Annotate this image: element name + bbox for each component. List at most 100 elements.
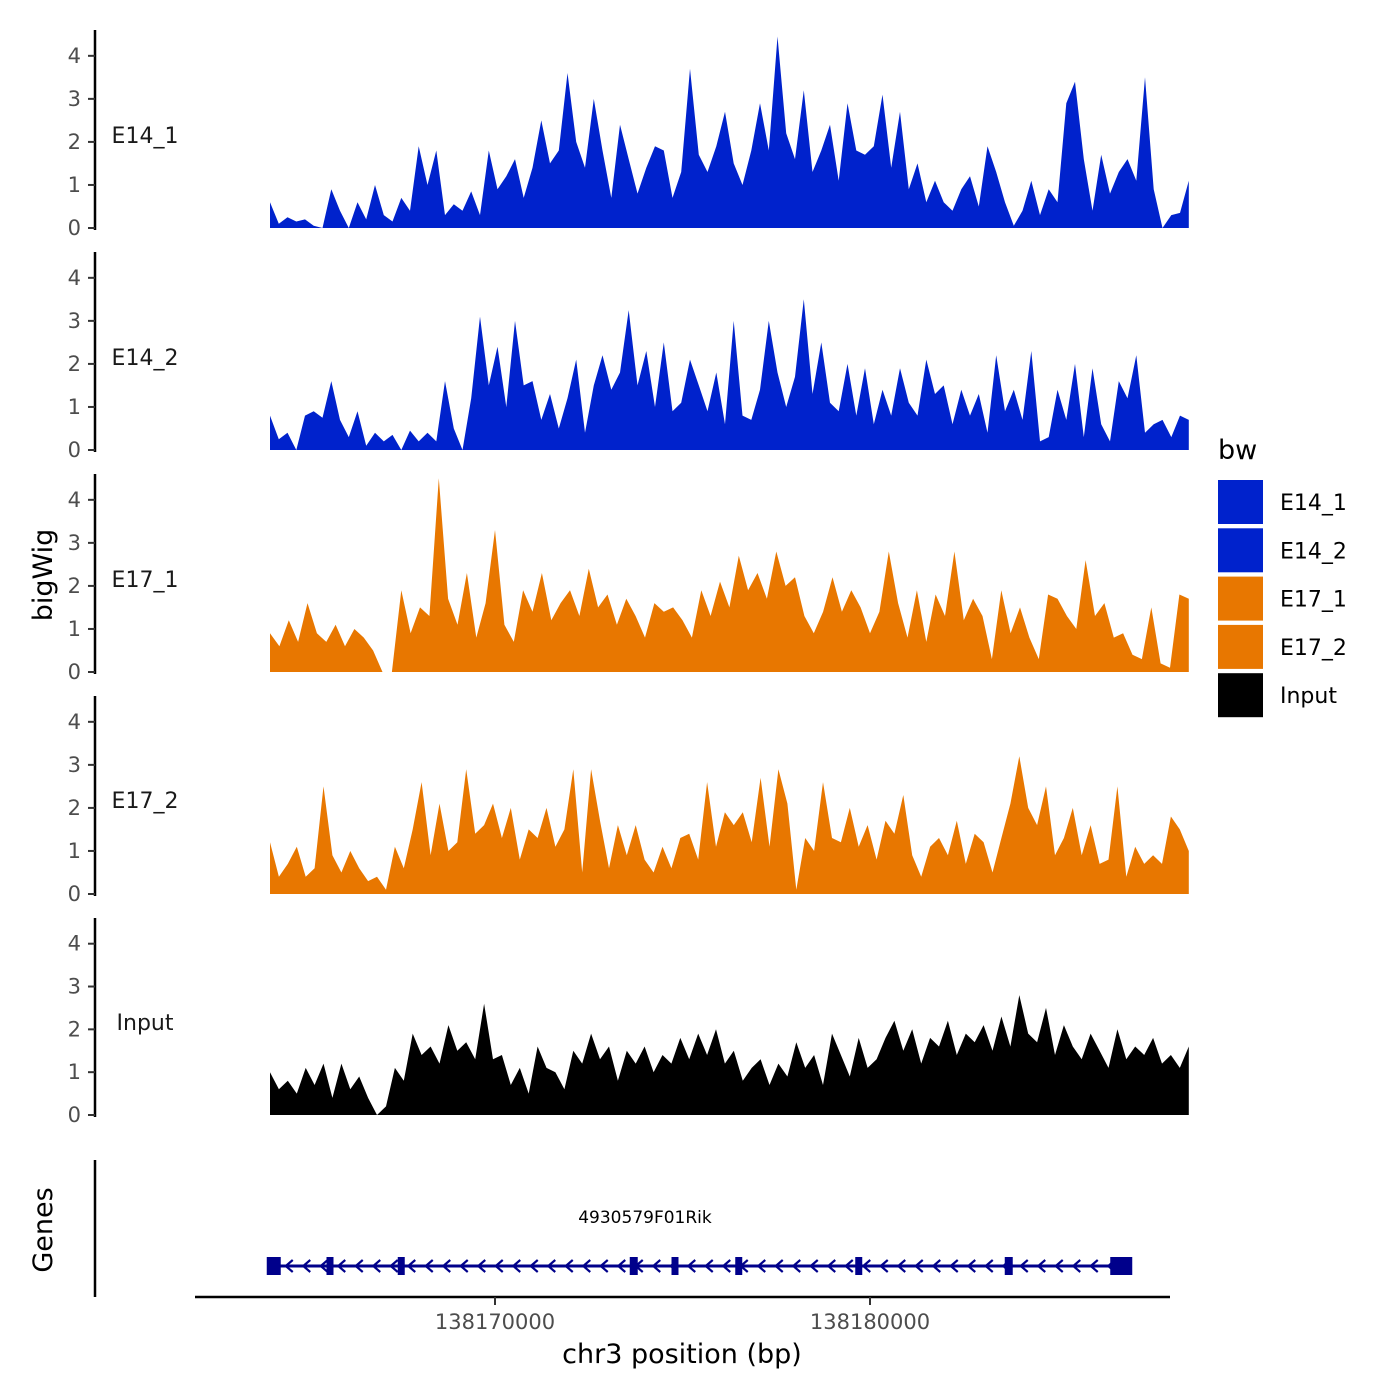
strand-arrow bbox=[529, 1259, 539, 1273]
strand-arrow bbox=[686, 1259, 696, 1273]
strand-arrow bbox=[1019, 1259, 1029, 1273]
strand-arrow bbox=[879, 1259, 889, 1273]
strand-arrow bbox=[1054, 1259, 1064, 1273]
y-tick-label-E17_2-3: 3 bbox=[68, 753, 81, 777]
strand-arrow bbox=[861, 1259, 871, 1273]
y-tick-label-Input-4: 4 bbox=[68, 932, 81, 956]
area-E14_2 bbox=[270, 299, 1189, 450]
y-tick-label-E14_1-4: 4 bbox=[68, 44, 81, 68]
exon bbox=[629, 1257, 638, 1275]
track-E14_1: 0 1 2 3 4 E14_1 bbox=[68, 30, 1189, 240]
y-tick-label-E14_1-1: 1 bbox=[68, 173, 81, 197]
y-tick-label-E14_1-2: 2 bbox=[68, 130, 81, 154]
y-tick-label-E14_2-3: 3 bbox=[68, 309, 81, 333]
exon bbox=[671, 1257, 679, 1275]
y-tick-label-Input-2: 2 bbox=[68, 1017, 81, 1041]
y-tick-label-E14_2-0: 0 bbox=[68, 438, 81, 462]
strand-arrow bbox=[284, 1259, 294, 1273]
area-E17_1 bbox=[270, 478, 1189, 672]
legend-title: bw bbox=[1218, 435, 1257, 466]
strand-arrow bbox=[459, 1259, 469, 1273]
strand-arrow bbox=[809, 1259, 819, 1273]
area-E14_1 bbox=[270, 36, 1189, 228]
track-label-E17_2: E17_2 bbox=[112, 789, 179, 814]
strand-arrow bbox=[1089, 1259, 1099, 1273]
strand-arrow bbox=[546, 1259, 556, 1273]
exon bbox=[397, 1257, 405, 1275]
strand-arrow bbox=[371, 1259, 381, 1273]
legend-label-E17_2: E17_2 bbox=[1280, 636, 1347, 661]
y-tick-label-E17_2-0: 0 bbox=[68, 882, 81, 906]
y-tick-label-E17_2-2: 2 bbox=[68, 796, 81, 820]
y-axis-title: bigWig bbox=[28, 529, 59, 622]
y-tick-label-E14_1-0: 0 bbox=[68, 216, 81, 240]
legend-swatch-E14_2 bbox=[1218, 528, 1263, 573]
strand-arrow bbox=[721, 1259, 731, 1273]
exon bbox=[1004, 1257, 1013, 1275]
exon bbox=[855, 1257, 863, 1275]
legend-swatch-Input bbox=[1218, 673, 1263, 718]
strand-arrow bbox=[844, 1259, 854, 1273]
strand-arrow bbox=[494, 1259, 504, 1273]
y-tick-label-Input-3: 3 bbox=[68, 975, 81, 999]
area-E17_2 bbox=[270, 756, 1189, 894]
y-tick-label-Input-1: 1 bbox=[68, 1060, 81, 1084]
strand-arrow bbox=[511, 1259, 521, 1273]
y-tick-label-E17_2-1: 1 bbox=[68, 839, 81, 863]
exon bbox=[1110, 1257, 1133, 1275]
x-axis-title: chr3 position (bp) bbox=[562, 1339, 802, 1370]
track-label-E17_1: E17_1 bbox=[112, 568, 179, 593]
strand-arrow bbox=[704, 1259, 714, 1273]
x-tick-label-138180000: 138180000 bbox=[810, 1310, 930, 1334]
strand-arrow bbox=[756, 1259, 766, 1273]
strand-arrow bbox=[914, 1259, 924, 1273]
track-E14_2: 0 1 2 3 4 E14_2 bbox=[68, 252, 1189, 462]
strand-arrow bbox=[984, 1259, 994, 1273]
legend-label-Input: Input bbox=[1280, 684, 1337, 709]
legend-swatch-E17_1 bbox=[1218, 576, 1263, 621]
exon bbox=[266, 1257, 281, 1275]
legend-label-E14_2: E14_2 bbox=[1280, 539, 1347, 564]
strand-arrow bbox=[949, 1259, 959, 1273]
gene-name-label: 4930579F01Rik bbox=[578, 1208, 712, 1228]
strand-arrow bbox=[564, 1259, 574, 1273]
x-tick-label-138170000: 138170000 bbox=[435, 1310, 555, 1334]
track-label-E14_1: E14_1 bbox=[112, 124, 179, 149]
exon bbox=[326, 1257, 334, 1275]
strand-arrow bbox=[896, 1259, 906, 1273]
strand-arrow bbox=[424, 1259, 434, 1273]
legend-swatch-E14_1 bbox=[1218, 480, 1263, 524]
y-tick-label-E14_2-2: 2 bbox=[68, 352, 81, 376]
strand-arrow bbox=[791, 1259, 801, 1273]
genes-track-title: Genes bbox=[28, 1187, 59, 1272]
strand-arrow bbox=[581, 1259, 591, 1273]
y-tick-label-E14_2-1: 1 bbox=[68, 395, 81, 419]
strand-arrow bbox=[966, 1259, 976, 1273]
strand-arrow bbox=[931, 1259, 941, 1273]
area-Input bbox=[270, 995, 1189, 1115]
strand-arrow bbox=[616, 1259, 626, 1273]
y-tick-label-E17_1-4: 4 bbox=[68, 488, 81, 512]
strand-arrow bbox=[406, 1259, 416, 1273]
strand-arrow bbox=[389, 1259, 399, 1273]
track-label-Input: Input bbox=[117, 1011, 174, 1036]
track-label-E14_2: E14_2 bbox=[112, 346, 179, 371]
strand-arrow bbox=[319, 1259, 329, 1273]
strand-arrow bbox=[441, 1259, 451, 1273]
strand-arrow bbox=[599, 1259, 609, 1273]
track-Input: 0 1 2 3 4 Input bbox=[68, 918, 1189, 1127]
strand-arrow bbox=[354, 1259, 364, 1273]
y-tick-label-E17_1-2: 2 bbox=[68, 574, 81, 598]
y-tick-label-Input-0: 0 bbox=[68, 1103, 81, 1127]
y-tick-label-E14_1-3: 3 bbox=[68, 87, 81, 111]
strand-arrow bbox=[1071, 1259, 1081, 1273]
strand-arrow bbox=[774, 1259, 784, 1273]
y-tick-label-E17_1-1: 1 bbox=[68, 617, 81, 641]
y-tick-label-E17_2-4: 4 bbox=[68, 710, 81, 734]
strand-arrow bbox=[301, 1259, 311, 1273]
track-E17_2: 0 1 2 3 4 E17_2 bbox=[68, 696, 1189, 906]
strand-arrow bbox=[1036, 1259, 1046, 1273]
strand-arrow bbox=[476, 1259, 486, 1273]
legend-label-E14_1: E14_1 bbox=[1280, 491, 1347, 516]
